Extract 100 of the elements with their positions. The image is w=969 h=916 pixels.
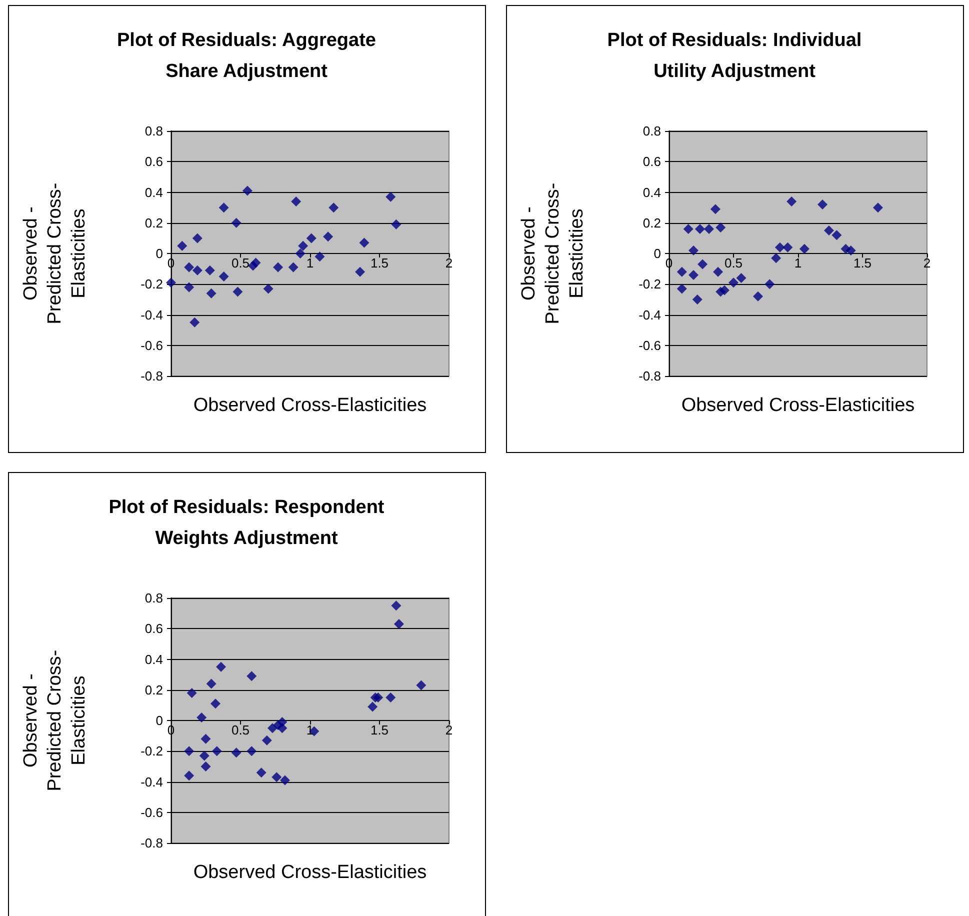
point — [246, 746, 257, 756]
y-tick-label: -0.6 — [638, 338, 661, 353]
y-tick-label: 0.8 — [642, 124, 661, 138]
point — [713, 266, 724, 277]
y-tick-label: 0.8 — [144, 124, 163, 138]
point — [373, 692, 384, 703]
point — [719, 285, 730, 296]
point — [232, 286, 243, 297]
point — [306, 233, 316, 244]
point — [683, 224, 694, 234]
point — [394, 619, 404, 630]
point — [368, 702, 378, 712]
point — [184, 746, 194, 756]
point — [231, 218, 242, 228]
y-axis-title: Observed - Predicted Cross-Elasticities — [20, 182, 90, 324]
point — [218, 271, 229, 282]
point — [277, 723, 288, 734]
point — [698, 259, 708, 270]
point — [818, 200, 828, 210]
point — [206, 678, 216, 689]
point — [204, 265, 215, 276]
y-tick-label: 0.2 — [144, 682, 163, 698]
x-axis-title: Observed Cross-Elasticities — [681, 395, 915, 416]
point — [166, 278, 176, 288]
y-tick-label: 0.6 — [144, 621, 163, 636]
point — [199, 750, 210, 761]
y-tick-label: 0.2 — [144, 215, 163, 230]
point — [273, 262, 284, 272]
y-tick-label: 0.4 — [642, 184, 661, 200]
point — [314, 252, 325, 262]
point — [832, 230, 842, 240]
y-tick-label: 0 — [654, 246, 661, 261]
point — [246, 671, 257, 682]
point — [688, 270, 699, 280]
point — [272, 772, 282, 782]
x-tick-label: 1.5 — [370, 722, 389, 738]
y-tick-label: -0.6 — [140, 804, 163, 820]
x-tick-label: 1 — [306, 256, 314, 270]
point — [391, 600, 402, 611]
y-tick-label: -0.6 — [140, 338, 163, 353]
point — [710, 204, 720, 214]
point — [218, 202, 229, 213]
point — [774, 242, 785, 252]
point — [799, 244, 810, 254]
x-tick-label: 0.5 — [724, 256, 743, 270]
y-tick-label: -0.8 — [638, 368, 661, 384]
x-axis-title: Observed Cross-Elasticities — [193, 862, 427, 883]
point — [716, 222, 726, 232]
point — [263, 284, 274, 294]
point — [184, 262, 194, 272]
y-tick-label: -0.8 — [140, 368, 163, 384]
point — [386, 692, 396, 703]
point — [192, 233, 202, 244]
point — [824, 226, 834, 236]
point — [676, 266, 687, 277]
point — [231, 748, 242, 758]
point — [288, 262, 298, 272]
y-tick-label: 0.2 — [642, 215, 661, 230]
point — [704, 224, 714, 234]
point — [355, 266, 366, 277]
point — [184, 282, 194, 292]
y-tick-label: 0.4 — [144, 184, 163, 200]
x-axis-title: Observed Cross-Elasticities — [193, 395, 427, 416]
point — [391, 219, 402, 230]
point — [186, 688, 197, 698]
point — [242, 186, 252, 196]
point — [323, 232, 334, 242]
point — [753, 291, 764, 302]
point — [846, 245, 856, 256]
point — [262, 735, 272, 746]
x-tick-label: 2 — [445, 256, 453, 270]
chart-title: Plot of Residuals: Respondent Weights Adjustment — [108, 497, 385, 549]
y-tick-label: 0.8 — [144, 590, 163, 606]
point — [728, 278, 738, 288]
x-tick-label: 2 — [923, 256, 931, 270]
x-tick-label: 1.5 — [853, 256, 872, 270]
chart-title: Plot of Residuals: Aggregate Share Adjustment — [117, 30, 376, 82]
x-tick-label: 1 — [306, 722, 314, 738]
point — [782, 242, 793, 252]
point — [200, 761, 211, 772]
point — [192, 265, 202, 276]
point — [872, 202, 883, 213]
point — [184, 770, 194, 781]
point — [177, 240, 188, 251]
y-tick-label: -0.2 — [638, 276, 661, 292]
point — [694, 224, 705, 234]
y-tick-label: -0.2 — [140, 276, 163, 292]
y-tick-label: 0 — [156, 713, 163, 728]
point — [692, 294, 702, 304]
y-tick-label: -0.4 — [140, 774, 163, 790]
y-tick-label: -0.2 — [140, 744, 163, 759]
point — [386, 192, 396, 202]
chart-title: Plot of Residuals: Individual Utility Adjustment — [607, 30, 862, 82]
x-tick-label: 2 — [445, 722, 453, 738]
x-tick-label: 0.5 — [231, 722, 250, 738]
point — [250, 258, 261, 268]
y-tick-label: 0.4 — [144, 652, 163, 667]
point — [676, 284, 687, 294]
x-tick-label: 1 — [794, 256, 802, 270]
y-tick-label: 0 — [156, 246, 163, 261]
